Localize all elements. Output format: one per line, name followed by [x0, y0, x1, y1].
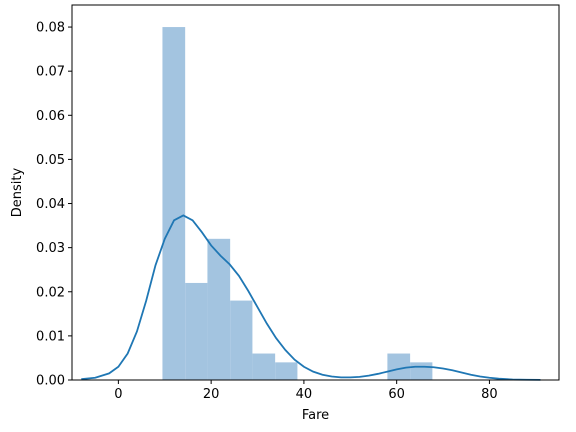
- x-tick-label: 80: [481, 387, 498, 402]
- y-tick-label: 0.00: [36, 374, 65, 389]
- y-tick-label: 0.03: [36, 241, 65, 256]
- histogram-bars: [162, 27, 433, 380]
- kde-curve: [81, 214, 541, 381]
- histogram-bar: [185, 282, 208, 380]
- histogram-bar: [252, 353, 276, 380]
- histogram-bar: [230, 300, 253, 380]
- histogram-bar: [275, 362, 298, 380]
- x-tick-label: 60: [388, 387, 405, 402]
- plot-frame: [71, 4, 560, 381]
- y-axis-ticks: 0.00 0.01 0.02 0.03 0.04 0.05 0.06 0.07 0.08: [36, 21, 72, 389]
- y-tick-label: 0.04: [36, 197, 65, 212]
- x-tick-label: 40: [296, 387, 313, 402]
- histogram-bar: [387, 353, 411, 380]
- x-tick-label: 0: [114, 387, 122, 402]
- x-axis-ticks: 0 20 40 60 80: [114, 380, 498, 402]
- histogram-bar: [162, 27, 186, 380]
- y-tick-label: 0.02: [36, 285, 65, 300]
- histogram-bar: [207, 238, 231, 380]
- y-tick-label: 0.07: [36, 65, 65, 80]
- y-tick-label: 0.06: [36, 109, 65, 124]
- x-axis-label: Fare: [302, 408, 329, 423]
- y-tick-label: 0.05: [36, 153, 65, 168]
- histogram-bar: [410, 362, 433, 380]
- y-tick-label: 0.08: [36, 21, 65, 36]
- x-tick-label: 20: [203, 387, 220, 402]
- y-axis-label: Density: [10, 167, 25, 217]
- y-tick-label: 0.01: [36, 329, 65, 344]
